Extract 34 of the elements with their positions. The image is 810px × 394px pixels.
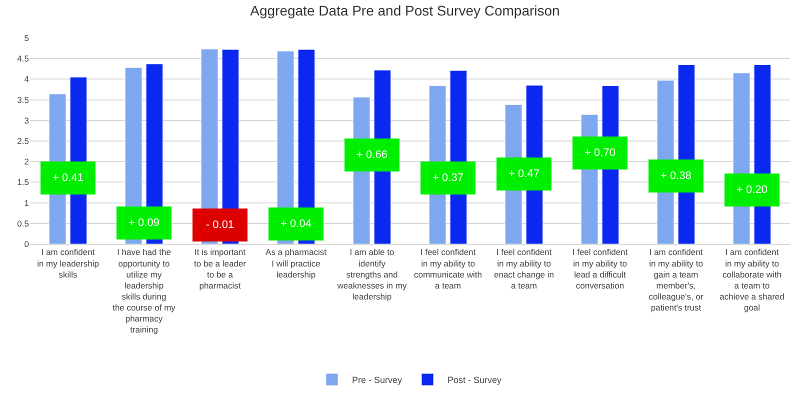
y-tick-label: 1 bbox=[24, 198, 30, 208]
annotation: + 0.37 bbox=[432, 172, 464, 184]
y-tick-label: 0.5 bbox=[17, 218, 30, 228]
x-tick-label: As a pharmacist I will practice leadership bbox=[266, 247, 328, 280]
x-tick-label: I am confident in my ability to gain a team member's, colleague's, or patient's trust bbox=[648, 247, 704, 312]
annotation: + 0.09 bbox=[128, 217, 160, 229]
x-tick-label: I feel confident in my ability to lead a difficult conversation bbox=[572, 247, 628, 290]
x-tick-label: I feel confident in my ability to communicate with a team bbox=[414, 247, 482, 290]
annotation: + 0.04 bbox=[280, 218, 312, 230]
x-tick-label: I am confident in my leadership skills bbox=[37, 247, 100, 280]
x-tick-label: It is important to be a leader to be a pharmacist bbox=[194, 247, 246, 290]
y-tick-label: 0 bbox=[24, 238, 30, 249]
y-tick-label: 2 bbox=[24, 156, 30, 167]
y-tick-label: 5 bbox=[24, 32, 30, 43]
x-tick-label: I feel confident in my ability to enact change in a team bbox=[494, 247, 554, 290]
annotation: - 0.01 bbox=[206, 219, 234, 231]
annotation: + 0.66 bbox=[356, 149, 388, 161]
chart-title: Aggregate Data Pre and Post Survey Comparison bbox=[250, 2, 560, 19]
y-tick-label: 2.5 bbox=[17, 136, 30, 146]
x-tick-label: I have had the opportunity to utilize my leadership skills during the course of my pharmacy training bbox=[112, 247, 176, 335]
x-tick-label: I am able to identify strengths and weaknesses in my leadership bbox=[336, 247, 408, 302]
annotation: + 0.20 bbox=[736, 184, 768, 196]
legend-label: Post - Survey bbox=[448, 375, 502, 386]
legend-label: Pre - Survey bbox=[352, 375, 403, 386]
annotation: + 0.47 bbox=[508, 168, 540, 180]
y-tick-label: 4 bbox=[24, 74, 30, 84]
y-tick-label: 3 bbox=[24, 115, 30, 126]
y-tick-label: 3.5 bbox=[17, 94, 30, 105]
annotation: + 0.38 bbox=[660, 170, 692, 182]
annotation: + 0.41 bbox=[52, 172, 84, 184]
y-tick-label: 4.5 bbox=[17, 54, 30, 64]
x-tick-label: I am confident in my ability to collaborate with a team to achieve a shared goal bbox=[720, 247, 785, 312]
y-tick-label: 1.5 bbox=[17, 177, 30, 188]
annotation: + 0.70 bbox=[584, 147, 616, 159]
